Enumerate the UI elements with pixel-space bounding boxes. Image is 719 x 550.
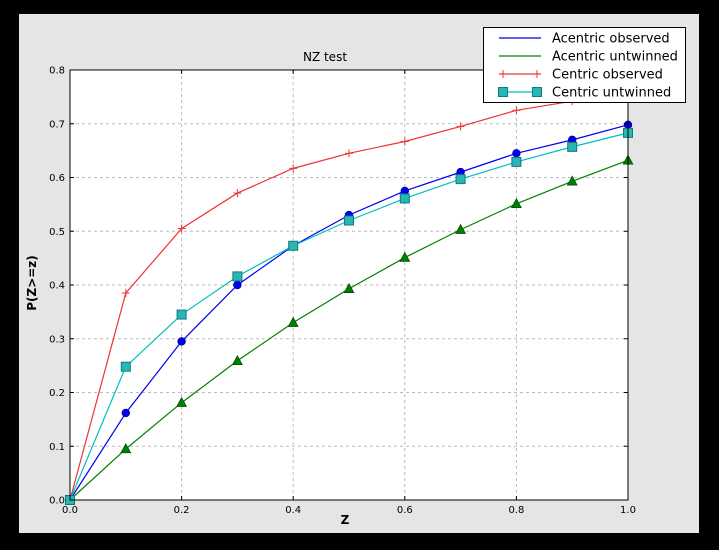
- triangle-marker: [399, 251, 411, 262]
- square-marker: [288, 240, 299, 251]
- circle-marker: [233, 280, 242, 290]
- x-tick-label: 0.6: [397, 505, 413, 516]
- square-marker: [344, 215, 354, 226]
- square-marker: [511, 156, 522, 167]
- legend-entry: Acentric observed: [499, 32, 670, 47]
- circle-marker: [177, 337, 186, 346]
- legend-entry: Centric untwinned: [498, 86, 671, 101]
- legend-label: Centric untwinned: [552, 86, 671, 101]
- x-tick-label: 0.2: [174, 505, 190, 516]
- data-series-layer: [64, 90, 634, 505]
- y-tick-label: 0.8: [49, 66, 65, 77]
- square-marker: [176, 309, 187, 320]
- triangle-marker: [566, 175, 578, 186]
- legend: Acentric observed Acentric untwinned Centr…: [483, 27, 686, 103]
- square-marker: [232, 271, 243, 282]
- legend-entry: Centric observed: [499, 68, 663, 83]
- square-marker: [455, 174, 466, 185]
- y-tick-label: 0.2: [49, 388, 65, 399]
- chart-title: NZ test: [303, 50, 347, 64]
- y-tick-label: 0.5: [49, 227, 65, 238]
- square-marker: [399, 193, 410, 204]
- x-tick-label: 0.8: [508, 505, 524, 516]
- gridlines: [70, 70, 628, 500]
- square-marker: [532, 87, 542, 97]
- legend-entry: Acentric untwinned: [499, 50, 678, 65]
- circle-marker: [512, 149, 521, 158]
- y-tick-label: 0.4: [49, 281, 65, 292]
- triangle-marker: [287, 316, 299, 327]
- circle-marker: [121, 408, 130, 418]
- tick-labels: 0.0 0.2 0.4 0.6 0.8 1.0 0.0 0.1 0.2 0.3 0.4 0.5 0.6 0…: [49, 66, 636, 517]
- triangle-marker: [455, 223, 467, 234]
- triangle-marker: [120, 443, 132, 454]
- y-axis-label: P(Z>=z): [25, 255, 39, 311]
- triangle-marker: [231, 354, 243, 365]
- x-axis-label: Z: [341, 513, 350, 527]
- x-tick-label: 1.0: [620, 505, 636, 516]
- y-tick-label: 0.7: [49, 119, 65, 130]
- legend-label: Acentric observed: [552, 32, 670, 47]
- square-marker: [120, 361, 131, 372]
- x-tick-label: 0.4: [285, 505, 301, 516]
- x-tick-label: 0.0: [62, 505, 78, 516]
- triangle-marker: [176, 396, 188, 407]
- legend-label: Acentric untwinned: [552, 50, 678, 65]
- y-tick-label: 0.6: [49, 173, 65, 184]
- y-tick-label: 0.3: [49, 334, 65, 345]
- legend-box: [483, 27, 686, 103]
- legend-label: Centric observed: [552, 68, 663, 83]
- square-marker: [567, 141, 578, 152]
- y-tick-label: 0.0: [49, 496, 65, 507]
- square-marker: [498, 87, 508, 97]
- triangle-marker: [510, 198, 522, 209]
- y-tick-label: 0.1: [49, 442, 65, 453]
- triangle-marker: [343, 282, 355, 293]
